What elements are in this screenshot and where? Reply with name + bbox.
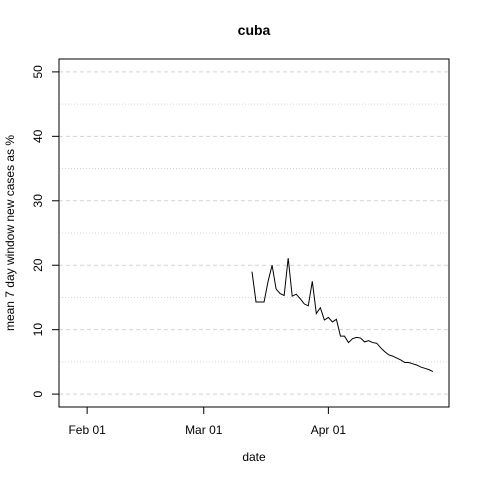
x-axis-label: date bbox=[242, 450, 266, 464]
plot-frame bbox=[58, 58, 450, 408]
x-tick-label: Mar 01 bbox=[185, 423, 223, 437]
x-axis: Feb 01 Mar 01 Apr 01 bbox=[68, 407, 346, 437]
series-line bbox=[251, 258, 434, 373]
x-tick-label: Feb 01 bbox=[68, 423, 106, 437]
y-tick-label: 30 bbox=[31, 194, 45, 208]
x-tick-label: Apr 01 bbox=[311, 423, 347, 437]
y-tick-label: 20 bbox=[31, 258, 45, 272]
y-tick-label: 40 bbox=[31, 129, 45, 143]
y-tick-label: 10 bbox=[31, 323, 45, 337]
chart-title: cuba bbox=[238, 22, 271, 38]
y-axis: 0 10 20 30 40 50 bbox=[31, 65, 59, 397]
y-tick-label: 0 bbox=[31, 390, 45, 397]
y-tick-label: 50 bbox=[31, 65, 45, 79]
y-axis-label: mean 7 day window new cases as % bbox=[3, 135, 17, 331]
grid-lines bbox=[59, 71, 449, 395]
